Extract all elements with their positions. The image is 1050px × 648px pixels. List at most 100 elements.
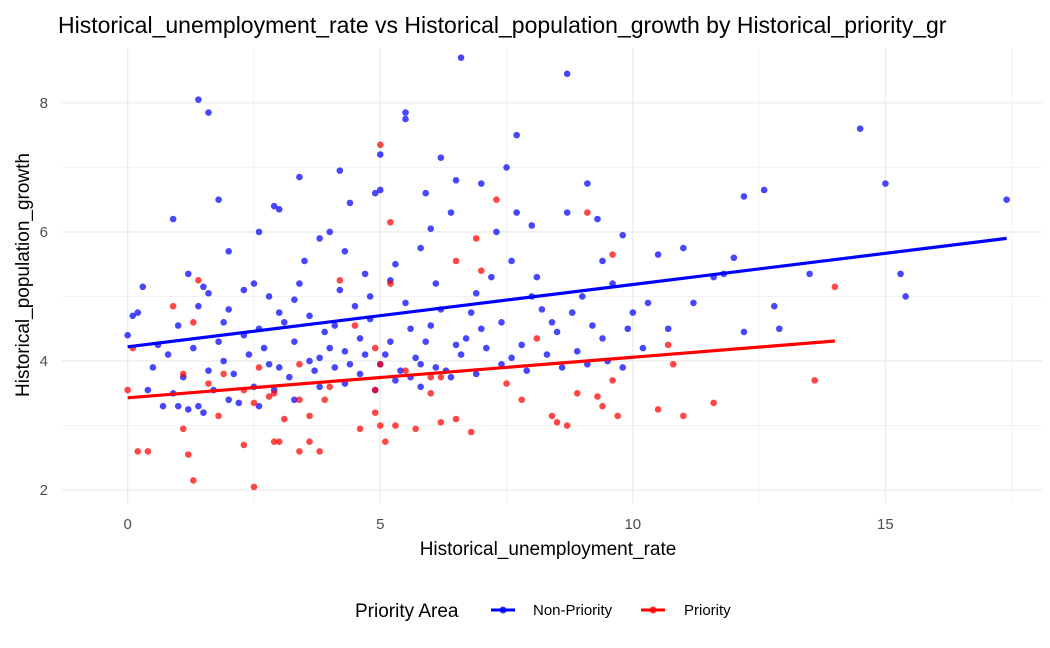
data-point: [164, 351, 172, 358]
data-point: [275, 206, 283, 213]
data-point: [149, 364, 157, 371]
data-point: [321, 328, 328, 336]
data-point: [528, 222, 536, 229]
data-point: [341, 348, 349, 355]
grid-lines: [62, 48, 1042, 503]
data-point: [432, 364, 440, 371]
data-point: [599, 257, 606, 265]
data-point: [437, 373, 445, 381]
chart-title: Historical_unemployment_rate vs Historic…: [58, 12, 947, 38]
data-point: [417, 383, 424, 391]
data-point: [215, 338, 222, 345]
data-point: [205, 109, 212, 116]
data-point: [477, 180, 485, 187]
data-point: [563, 422, 571, 429]
data-point: [225, 396, 233, 404]
data-point: [639, 344, 647, 352]
data-point: [174, 402, 182, 410]
data-point: [1003, 196, 1010, 203]
data-point: [589, 322, 596, 329]
data-point: [255, 364, 263, 371]
data-point: [543, 351, 551, 358]
data-point: [316, 448, 323, 455]
data-point: [609, 251, 616, 258]
data-point: [548, 318, 556, 326]
data-point: [710, 399, 717, 407]
data-point: [584, 180, 591, 187]
data-point: [331, 364, 339, 371]
data-point: [457, 54, 465, 61]
data-point: [371, 344, 379, 352]
data-point: [568, 309, 576, 316]
data-point: [326, 228, 334, 236]
data-point: [427, 389, 435, 397]
x-tick-label: 5: [376, 516, 384, 533]
data-point: [381, 351, 389, 358]
data-point: [690, 299, 697, 307]
data-point: [629, 309, 637, 316]
trend-lines: [127, 236, 1007, 400]
data-point: [286, 373, 293, 381]
data-point: [856, 125, 864, 132]
data-point: [316, 235, 323, 242]
data-point: [553, 419, 561, 426]
data-point: [584, 209, 591, 216]
data-point: [255, 402, 263, 410]
data-point: [644, 299, 652, 307]
data-point: [533, 273, 541, 281]
data-point: [573, 389, 581, 397]
data-point: [503, 380, 510, 387]
data-point: [356, 370, 364, 378]
data-point: [563, 209, 571, 216]
data-point: [296, 360, 303, 368]
data-point: [225, 306, 233, 313]
data-point: [205, 380, 212, 387]
data-point: [897, 270, 904, 278]
data-point: [452, 177, 460, 184]
data-point: [902, 293, 909, 300]
data-point: [356, 425, 364, 433]
legend-key-point-priority: [649, 606, 657, 614]
data-point: [361, 270, 369, 278]
data-point: [159, 402, 167, 410]
data-point: [296, 280, 303, 287]
data-point: [184, 451, 192, 458]
data-point: [306, 412, 313, 420]
data-point: [447, 209, 455, 216]
data-point: [205, 367, 212, 374]
data-point: [376, 141, 384, 149]
data-point: [220, 357, 227, 365]
data-point: [205, 289, 212, 297]
data-point: [346, 360, 354, 368]
data-point: [472, 289, 480, 297]
data-point: [513, 209, 520, 216]
data-point: [776, 325, 783, 333]
data-point: [664, 325, 672, 333]
data-point: [225, 247, 233, 255]
data-point: [371, 189, 379, 197]
data-point: [533, 335, 541, 342]
data-point: [548, 412, 556, 420]
data-point: [462, 335, 470, 342]
data-point: [493, 228, 500, 236]
data-point: [331, 322, 339, 329]
data-point: [144, 448, 152, 455]
data-point: [654, 251, 662, 258]
data-point: [291, 396, 298, 404]
data-point: [366, 293, 374, 300]
data-point: [392, 377, 399, 384]
y-tick-label: 8: [40, 95, 48, 112]
data-point: [250, 280, 258, 287]
x-tick-label: 10: [624, 516, 641, 533]
data-point: [538, 306, 546, 313]
data-point: [422, 189, 430, 197]
data-point: [301, 257, 308, 265]
data-point: [316, 383, 323, 391]
data-point: [680, 412, 687, 420]
data-point: [306, 438, 313, 445]
data-point: [351, 322, 359, 329]
data-point: [250, 483, 258, 491]
data-point: [437, 419, 445, 426]
data-point: [594, 215, 601, 223]
data-point: [376, 186, 384, 194]
